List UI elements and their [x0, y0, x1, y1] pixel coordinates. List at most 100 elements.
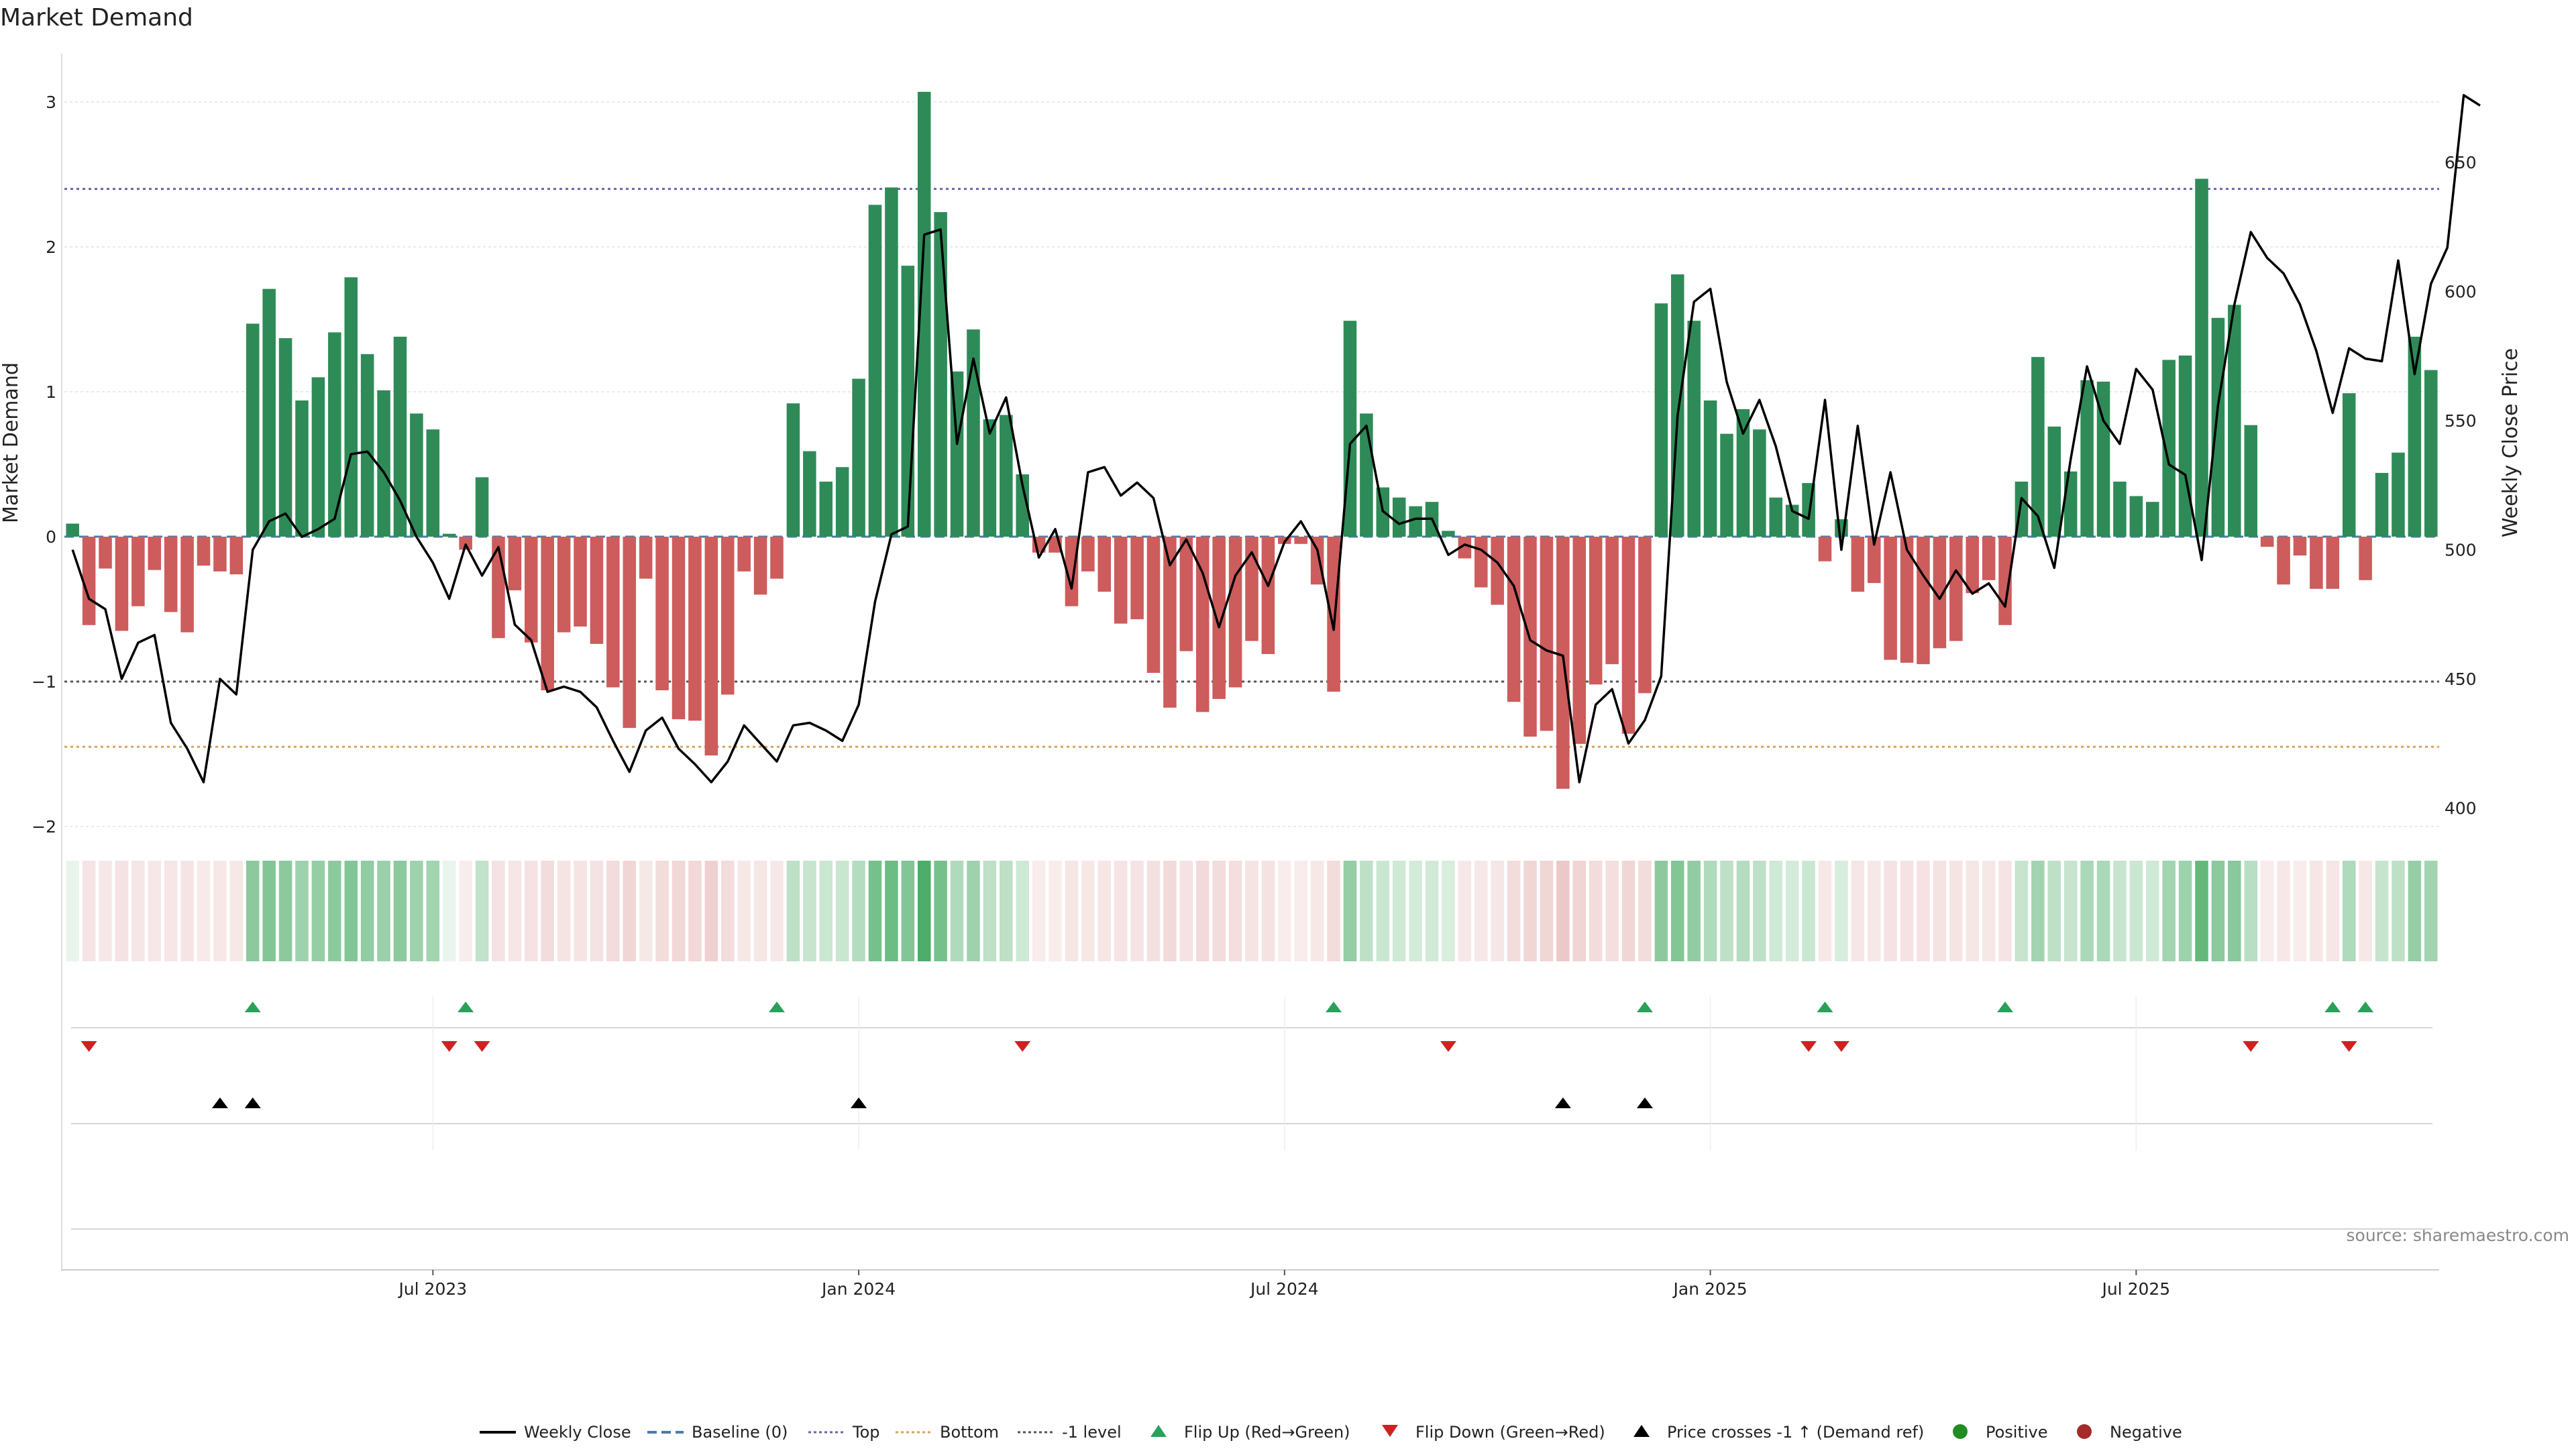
demand-bar	[803, 451, 816, 537]
demand-bar	[1000, 415, 1013, 537]
demand-bar	[704, 537, 718, 756]
strip-cell	[1884, 861, 1897, 961]
strip-cell	[1474, 861, 1488, 961]
strip-cell	[1376, 861, 1390, 961]
strip-cell	[1736, 861, 1750, 961]
y2-tick-label: 600	[2445, 282, 2477, 302]
strip-cell	[2015, 861, 2029, 961]
strip-cell	[950, 861, 964, 961]
strip-cell	[2145, 861, 2159, 961]
demand-bar	[1605, 537, 1619, 665]
strip-cell	[1949, 861, 1963, 961]
demand-bar	[1130, 537, 1144, 620]
strip-cell	[1785, 861, 1799, 961]
demand-bar	[360, 354, 374, 537]
demand-bar	[2228, 305, 2241, 537]
demand-bar	[885, 187, 898, 537]
strip-cell	[1032, 861, 1046, 961]
strip-cell	[410, 861, 423, 961]
strip-cell	[934, 861, 947, 961]
flip-down-marker	[1440, 1041, 1456, 1052]
demand-bar	[278, 338, 292, 537]
strip-cell	[1703, 861, 1717, 961]
demand-bar	[720, 537, 735, 695]
strip-cell	[557, 861, 571, 961]
legend-label: Flip Up (Red→Green)	[1184, 1423, 1350, 1442]
strip-cell	[1065, 861, 1079, 961]
flip-down-marker	[1014, 1041, 1031, 1052]
x-tick-label: Jul 2024	[1249, 1279, 1319, 1299]
strip-cell	[2195, 861, 2208, 961]
strip-cell	[278, 861, 292, 961]
strip-cell	[2392, 861, 2405, 961]
strip-cell	[213, 861, 227, 961]
demand-bar	[1818, 537, 1832, 561]
legend: Weekly Close Baseline (0) Top Bottom -1 leve…	[480, 1423, 2182, 1442]
demand-bar	[2129, 496, 2143, 537]
legend-label: -1 level	[1062, 1423, 1122, 1442]
strip-cell	[459, 861, 472, 961]
flip-up-marker	[2357, 1002, 2374, 1012]
demand-bar	[1179, 537, 1193, 651]
demand-bar	[655, 537, 669, 690]
demand-bar	[229, 537, 244, 575]
demand-bar	[901, 266, 915, 537]
strip-cell	[2080, 861, 2094, 961]
demand-bar	[1327, 537, 1340, 692]
demand-bar	[148, 537, 162, 570]
demand-bar	[1638, 537, 1652, 694]
strip-cell	[2277, 861, 2290, 961]
strip-cell	[180, 861, 194, 961]
strip-cell	[704, 861, 718, 961]
demand-bar	[868, 205, 882, 537]
strip-cell	[2359, 861, 2372, 961]
y2-tick-label: 500	[2445, 541, 2477, 560]
demand-bar	[1589, 537, 1603, 685]
demand-bar	[2342, 393, 2356, 537]
demand-bar	[2113, 481, 2127, 537]
legend-label: Flip Down (Green→Red)	[1415, 1423, 1605, 1442]
strip-cell	[508, 861, 522, 961]
y-axis-ticks: 3 2 1 0 −1 −2	[32, 93, 56, 837]
demand-bar	[606, 537, 620, 688]
demand-bar	[410, 413, 423, 537]
demand-bar	[246, 323, 260, 537]
demand-bar	[835, 467, 849, 537]
strip-cell	[1556, 861, 1570, 961]
flip-up-marker	[1326, 1002, 1342, 1012]
demand-bar	[525, 537, 538, 643]
strip-cell	[2260, 861, 2274, 961]
demand-bar	[426, 429, 440, 537]
flip-up-marker	[458, 1002, 474, 1012]
strip-cell	[1343, 861, 1357, 961]
price-cross-marker	[1554, 1097, 1571, 1108]
flip-down-marker	[1833, 1041, 1849, 1052]
strip-cell	[1163, 861, 1177, 961]
strip-cell	[1818, 861, 1832, 961]
price-cross-marker	[1636, 1097, 1653, 1108]
demand-bar	[1212, 537, 1226, 699]
strip-cell	[753, 861, 767, 961]
strip-cell	[1621, 861, 1635, 961]
strip-cell	[1294, 861, 1308, 961]
demand-bar	[2310, 537, 2323, 589]
demand-bar	[1097, 537, 1112, 592]
strip-cell	[1998, 861, 2012, 961]
demand-bar	[131, 537, 145, 606]
demand-bar	[1228, 537, 1242, 688]
strip-cell	[1081, 861, 1095, 961]
grid-lines	[61, 54, 2439, 1271]
demand-bar	[1900, 537, 1914, 663]
demand-bar	[1736, 409, 1750, 537]
y2-axis-label: Weekly Close Price	[2499, 348, 2522, 537]
demand-bar	[82, 537, 96, 625]
legend-swatch-dot	[1953, 1424, 1968, 1439]
strip-cell	[835, 861, 849, 961]
strip-cell	[1851, 861, 1865, 961]
demand-bar	[262, 288, 276, 537]
strip-cell	[885, 861, 898, 961]
x-tick-label: Jan 2024	[820, 1279, 896, 1299]
price-cross-marker	[851, 1097, 867, 1108]
legend-label: Top	[852, 1423, 880, 1442]
strip-cell	[492, 861, 505, 961]
